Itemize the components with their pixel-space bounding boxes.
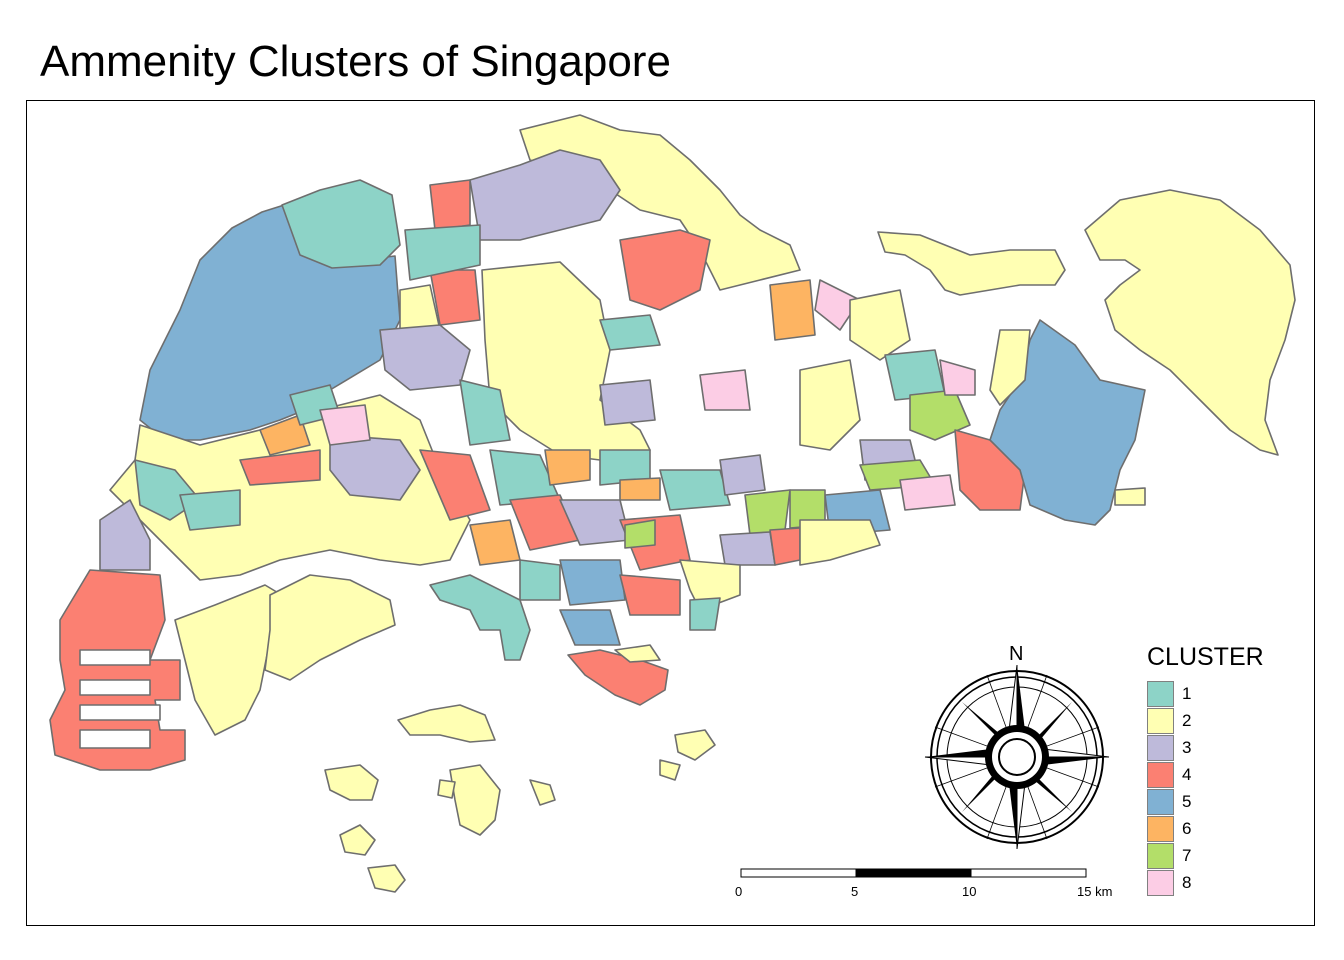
legend-label: 7	[1182, 845, 1192, 865]
island-serangoon[interactable]	[1114, 487, 1146, 506]
region-jurong-island-west[interactable]	[174, 584, 291, 736]
tuas-gap-1	[79, 649, 151, 666]
legend-label: 2	[1182, 710, 1192, 730]
scale-bar: 0 5 10 15 km	[735, 868, 1112, 899]
region-bukit-batok[interactable]	[329, 434, 421, 501]
legend-item: 1	[1147, 680, 1264, 707]
region-yishun[interactable]	[619, 229, 711, 311]
legend-swatch	[1147, 707, 1174, 734]
region-novena[interactable]	[544, 449, 591, 486]
region-woodlands[interactable]	[469, 149, 621, 241]
tuas-gap-2	[79, 679, 151, 696]
tuas-gap-4	[79, 729, 151, 749]
legend-swatch	[1147, 815, 1174, 842]
region-macpherson[interactable]	[719, 454, 766, 496]
region-sentosa[interactable]	[567, 649, 669, 706]
region-serangoon[interactable]	[599, 379, 656, 426]
scale-label-0: 0	[735, 884, 742, 899]
map-title: Ammenity Clusters of Singapore	[40, 37, 671, 86]
region-bukit-timah[interactable]	[459, 379, 511, 446]
legend-item: 5	[1147, 788, 1264, 815]
region-pasir-ris-west[interactable]	[799, 359, 861, 451]
island-semakau[interactable]	[449, 764, 501, 836]
region-tuas-view[interactable]	[99, 499, 151, 571]
region-bedok-north[interactable]	[899, 474, 956, 511]
legend-swatch	[1147, 734, 1174, 761]
region-hong-kah[interactable]	[239, 449, 321, 486]
region-kallang[interactable]	[624, 519, 656, 549]
island-st-john[interactable]	[674, 729, 716, 761]
island-kusu[interactable]	[529, 779, 556, 806]
legend-item: 3	[1147, 734, 1264, 761]
region-marine-parade[interactable]	[719, 531, 776, 566]
region-queenstown[interactable]	[419, 449, 491, 521]
island-hantu[interactable]	[324, 764, 379, 801]
region-telok-blangah[interactable]	[559, 609, 621, 646]
scale-label-15: 15 km	[1077, 884, 1112, 899]
scale-label-5: 5	[851, 884, 858, 899]
legend-item: 2	[1147, 707, 1264, 734]
region-jurong-east[interactable]	[179, 489, 241, 531]
region-sentosa-east[interactable]	[614, 644, 661, 663]
region-marina[interactable]	[619, 574, 681, 616]
legend-swatch	[1147, 680, 1174, 707]
island-sisters[interactable]	[437, 779, 456, 799]
region-east-coast-yellow[interactable]	[799, 519, 881, 566]
legend-label: 5	[1182, 791, 1192, 811]
region-bedok[interactable]	[744, 489, 791, 536]
region-seletar[interactable]	[849, 289, 911, 361]
region-geylang[interactable]	[619, 477, 661, 501]
legend-item: 6	[1147, 815, 1264, 842]
island-pawai[interactable]	[367, 864, 406, 893]
scale-label-10: 10	[962, 884, 976, 899]
legend-title: CLUSTER	[1147, 643, 1264, 671]
region-aljunied[interactable]	[659, 469, 731, 511]
legend-item: 7	[1147, 842, 1264, 869]
island-sudong[interactable]	[339, 824, 376, 856]
legend-swatch	[1147, 869, 1174, 896]
legend-swatch	[1147, 788, 1174, 815]
region-punggol[interactable]	[814, 279, 861, 331]
island-lazarus[interactable]	[659, 759, 681, 781]
region-ang-mo-kio[interactable]	[599, 314, 661, 351]
compass-rose: N	[924, 643, 1110, 850]
legend-label: 1	[1182, 683, 1192, 703]
legend-swatch	[1147, 761, 1174, 788]
legend-label: 4	[1182, 764, 1192, 784]
island-bukom[interactable]	[397, 704, 496, 743]
region-north-mixed[interactable]	[429, 179, 471, 231]
region-clementi[interactable]	[259, 414, 311, 456]
legend-item: 4	[1147, 761, 1264, 788]
legend-label: 3	[1182, 737, 1192, 757]
region-boon-lay[interactable]	[319, 404, 371, 446]
region-sengkang[interactable]	[769, 279, 816, 341]
tuas-gap-3	[79, 704, 161, 721]
region-choa-chu-kang[interactable]	[379, 324, 471, 391]
region-harbourfront[interactable]	[429, 574, 531, 661]
region-loyang[interactable]	[939, 359, 976, 396]
region-hougang[interactable]	[699, 369, 751, 411]
island-pulau-ubin[interactable]	[877, 231, 1066, 296]
compass-north-label: N	[1009, 643, 1023, 665]
region-tengah[interactable]	[404, 224, 481, 281]
island-pulau-tekong[interactable]	[1084, 189, 1296, 456]
region-jurong-island-east[interactable]	[264, 574, 396, 681]
legend-swatch	[1147, 842, 1174, 869]
region-bukit-merah[interactable]	[469, 519, 521, 566]
map-frame	[26, 100, 1315, 926]
legend-item: 8	[1147, 869, 1264, 896]
legend-label: 8	[1182, 872, 1192, 892]
region-outram[interactable]	[519, 559, 561, 601]
region-downtown[interactable]	[559, 559, 626, 606]
region-east-coast[interactable]	[769, 527, 801, 566]
legend-items: 1 2 3 4 5 6 7 8	[1147, 680, 1264, 896]
legend: CLUSTER 1 2 3 4 5 6 7 8	[1147, 645, 1264, 896]
legend-label: 6	[1182, 818, 1192, 838]
region-siglap[interactable]	[689, 597, 721, 631]
region-lim-chu-kang[interactable]	[281, 179, 401, 269]
region-changi-bay[interactable]	[989, 329, 1031, 406]
